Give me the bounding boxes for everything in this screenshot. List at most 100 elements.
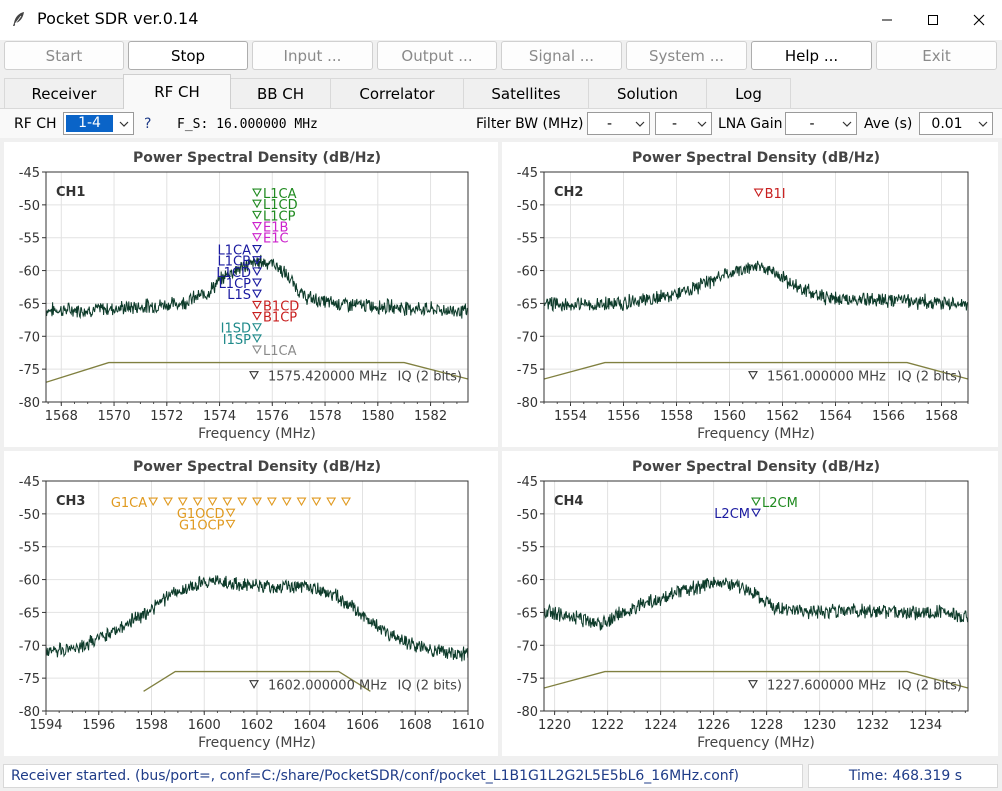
status-bar: Receiver started. (bus/port=, conf=C:/sh… [0,760,1002,791]
filter-response-line [143,670,371,692]
signal-label: E1C [263,232,289,247]
system-button[interactable]: System ... [626,41,747,70]
signal-label: G1CA [111,496,147,511]
chevron-down-icon [115,113,133,134]
exit-button[interactable]: Exit [876,41,997,70]
maximize-button[interactable] [910,0,956,40]
y-tick-label: -70 [19,639,40,654]
y-tick-label: -75 [19,672,40,687]
x-tick-label: 1578 [309,409,342,424]
x-axis-label: Frequency (MHz) [198,735,316,751]
x-tick-label: 1226 [697,718,730,733]
psd-trace [544,260,968,313]
y-tick-label: -75 [19,363,40,378]
plot-frame [45,171,469,403]
help-button[interactable]: Help ... [751,41,872,70]
tab-receiver[interactable]: Receiver [4,78,124,108]
signal-label: L1CB [217,255,251,270]
x-tick-label: 1568 [925,409,958,424]
chart-title: Power Spectral Density (dB/Hz) [133,459,381,475]
psd-panel-ch1: Power Spectral Density (dB/Hz) -45 -50 -55 -… [4,142,498,447]
filter-bw-label: Filter BW (MHz) [476,116,584,132]
x-tick-label: 1606 [346,718,379,733]
psd-chart: Power Spectral Density (dB/Hz) -45 -50 -55 -… [517,150,969,442]
y-tick-label: -55 [19,541,40,556]
y-tick-label: -45 [517,166,538,181]
lna-gain-value: - [809,115,815,132]
output-button[interactable]: Output ... [377,41,497,70]
chevron-down-icon [838,113,856,134]
x-tick-label: 1558 [660,409,693,424]
window-title: Pocket SDR ver.0.14 [37,9,199,28]
signal-marker-icon [222,497,233,507]
signal-marker-icon [225,519,236,529]
x-tick-label: 1564 [819,409,852,424]
signal-label: L1CD [216,266,251,281]
signal-label: L1CD [263,198,298,213]
center-freq-label: 1227.600000 MHz [767,679,886,694]
signal-marker-icon [177,497,188,507]
x-tick-label: 1604 [293,718,326,733]
control-bar: RF CH 1-4 ? F_S: 16.000000 MHz Filter BW… [0,108,1002,139]
tab-correlator[interactable]: Correlator [330,78,464,108]
tab-solution[interactable]: Solution [588,78,707,108]
signal-marker-icon [281,497,292,507]
x-axis-label: Frequency (MHz) [697,735,815,751]
status-message: Receiver started. (bus/port=, conf=C:/sh… [3,764,803,788]
signal-label: B1CD [263,299,299,314]
filter-bw-select-1[interactable]: - [587,112,650,135]
elapsed-time: Time: 468.319 s [808,764,998,788]
signal-marker-icon [751,497,761,507]
y-tick-label: -60 [19,574,40,589]
lna-gain-select[interactable]: - [785,112,857,135]
input-button[interactable]: Input ... [252,41,373,70]
signal-marker-icon [252,233,262,242]
tab-log[interactable]: Log [706,78,791,108]
plot-frame [45,480,469,712]
channel-label: CH1 [56,185,85,200]
signal-label: L1S [227,288,251,303]
stop-button[interactable]: Stop [128,41,248,70]
rf-ch-help-link[interactable]: ? [144,116,152,132]
x-tick-label: 1224 [644,718,677,733]
close-button[interactable] [956,0,1002,40]
center-freq-marker-icon [748,680,758,689]
title-bar: Pocket SDR ver.0.14 [0,0,1002,40]
x-tick-label: 1610 [451,718,484,733]
signal-label: I1SP [223,333,251,348]
lna-gain-label: LNA Gain [718,116,783,132]
x-tick-label: 1570 [98,409,131,424]
signal-button[interactable]: Signal ... [501,41,622,70]
sampling-label: IQ (2 bits) [898,679,962,694]
y-tick-label: -70 [19,330,40,345]
signal-marker-icon [252,289,262,299]
signal-label: L1CP [219,277,252,292]
tab-rf-ch[interactable]: RF CH [123,74,231,109]
ave-select[interactable]: 0.01 [919,112,993,135]
start-button[interactable]: Start [4,41,124,70]
y-tick-label: -60 [517,265,538,280]
x-tick-label: 1602 [240,718,273,733]
signal-marker-icon [751,508,761,518]
signal-marker-icon [753,188,764,198]
filter-bw-select-2[interactable]: - [655,112,712,135]
signal-label: L1CA [263,187,297,202]
y-tick-label: -80 [517,705,538,720]
minimize-button[interactable] [864,0,910,40]
x-tick-label: 1566 [872,409,905,424]
signal-marker-icon [252,244,262,254]
signal-label: B1I [765,187,786,202]
rf-ch-select[interactable]: 1-4 [63,112,134,135]
psd-panel-ch3: Power Spectral Density (dB/Hz) -45 -50 -55 -… [4,451,498,756]
x-tick-label: 1598 [135,718,168,733]
rf-ch-value: 1-4 [66,115,113,132]
y-tick-label: -65 [517,297,538,312]
x-tick-label: 1572 [150,409,183,424]
sampling-label: IQ (2 bits) [398,679,462,694]
tab-bb-ch[interactable]: BB CH [230,78,331,108]
signal-label: L1CA [263,344,297,359]
tab-satellites[interactable]: Satellites [463,78,589,108]
sampling-freq-text: F_S: 16.000000 MHz [177,117,318,132]
y-tick-label: -50 [19,199,40,214]
signal-marker-icon [163,497,173,507]
